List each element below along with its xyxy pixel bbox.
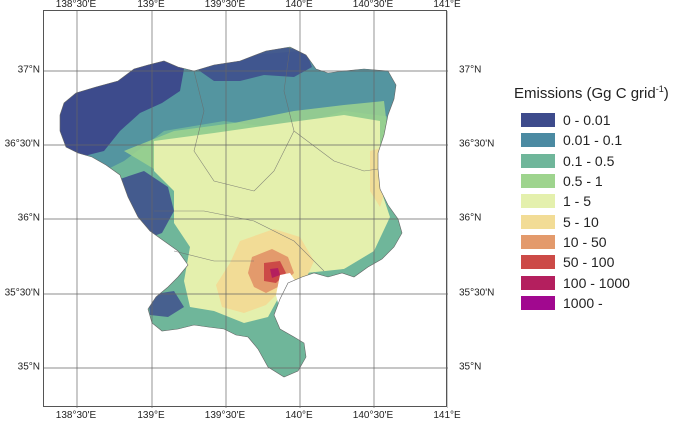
mountain-zone-southwest — [148, 291, 184, 317]
legend-swatch — [521, 295, 555, 310]
legend-swatch — [521, 153, 555, 168]
bottom-longitude-label: 140°30'E — [352, 410, 394, 421]
right-latitude-label: 36°N — [459, 212, 482, 224]
legend-swatch — [521, 214, 555, 229]
coastline — [59, 46, 403, 378]
bottom-longitude-label: 141°E — [433, 410, 461, 421]
map-frame — [43, 10, 449, 408]
bottom-longitude-label: 139°30'E — [204, 410, 246, 421]
legend-item: 50 - 100 — [514, 252, 684, 272]
top-longitude-label: 140°30'E — [352, 0, 394, 10]
right-latitude-label: 37°N — [459, 64, 482, 76]
legend-swatch — [521, 113, 555, 128]
legend-item: 0.1 - 0.5 — [514, 151, 684, 171]
legend-swatch — [521, 255, 555, 270]
prefecture-border — [293, 130, 379, 172]
legend-label: 0 - 0.01 — [563, 112, 611, 129]
legend-label: 0.1 - 0.5 — [563, 152, 615, 169]
prefecture-border — [154, 210, 325, 272]
legend-label: 0.01 - 0.1 — [563, 132, 623, 149]
legend-label: 5 - 10 — [563, 213, 599, 230]
legend-item: 1 - 5 — [514, 191, 684, 211]
legend-title-end: ) — [663, 85, 669, 102]
legend-item: 10 - 50 — [514, 232, 684, 252]
legend-swatch — [521, 174, 555, 189]
legend-label: 100 - 1000 — [563, 274, 630, 291]
hotspot — [270, 268, 280, 278]
legend-label: 50 - 100 — [563, 254, 615, 271]
legend-swatch — [521, 194, 555, 209]
legend: Emissions (Gg C grid-1) 0 - 0.01 0.01 - 0… — [514, 84, 684, 313]
legend-label: 0.5 - 1 — [563, 173, 603, 190]
legend-item: 0.01 - 0.1 — [514, 130, 684, 150]
legend-items: 0 - 0.01 0.01 - 0.1 0.1 - 0.5 0.5 - 1 1 - 5 5… — [514, 110, 684, 313]
prefecture-border — [193, 70, 255, 192]
bottom-longitude-label: 139°E — [137, 410, 165, 421]
legend-title-sup: -1 — [655, 84, 664, 94]
prefecture-borders — [154, 46, 379, 272]
bottom-longitude-label: 138°30'E — [55, 410, 97, 421]
legend-swatch — [521, 275, 555, 290]
legend-item: 1000 - — [514, 293, 684, 313]
land-region — [59, 46, 403, 378]
tokyo-bay — [276, 273, 298, 317]
legend-title-main: Emissions (Gg C grid — [514, 85, 656, 102]
top-longitude-label: 139°E — [137, 0, 165, 10]
right-latitude-label: 36°30'N — [459, 138, 495, 150]
right-latitude-label: 35°N — [459, 361, 482, 373]
top-longitude-label: 140°E — [285, 0, 313, 10]
legend-item: 0 - 0.01 — [514, 110, 684, 130]
left-latitude-label: 35°N — [17, 361, 40, 373]
left-latitude-label: 36°30'N — [4, 138, 40, 150]
legend-swatch — [521, 234, 555, 249]
bottom-longitude-label: 140°E — [285, 410, 313, 421]
right-latitude-label: 35°30'N — [459, 287, 495, 299]
left-latitude-label: 35°30'N — [4, 287, 40, 299]
top-longitude-label: 138°30'E — [55, 0, 97, 10]
top-longitude-label: 139°30'E — [204, 0, 246, 10]
legend-title: Emissions (Gg C grid-1) — [514, 84, 684, 102]
legend-label: 1 - 5 — [563, 193, 592, 210]
legend-item: 100 - 1000 — [514, 272, 684, 292]
emissions-map — [44, 11, 449, 408]
legend-swatch — [521, 133, 555, 148]
legend-label: 10 - 50 — [563, 233, 607, 250]
legend-label: 1000 - — [563, 294, 603, 311]
prefecture-border — [173, 250, 254, 262]
mountain-zone-northwest — [60, 57, 184, 157]
left-latitude-label: 37°N — [17, 64, 40, 76]
top-longitude-label: 141°E — [433, 0, 461, 10]
mountain-zone-north — [194, 47, 312, 81]
left-latitude-label: 36°N — [17, 212, 40, 224]
legend-item: 5 - 10 — [514, 211, 684, 231]
legend-item: 0.5 - 1 — [514, 171, 684, 191]
